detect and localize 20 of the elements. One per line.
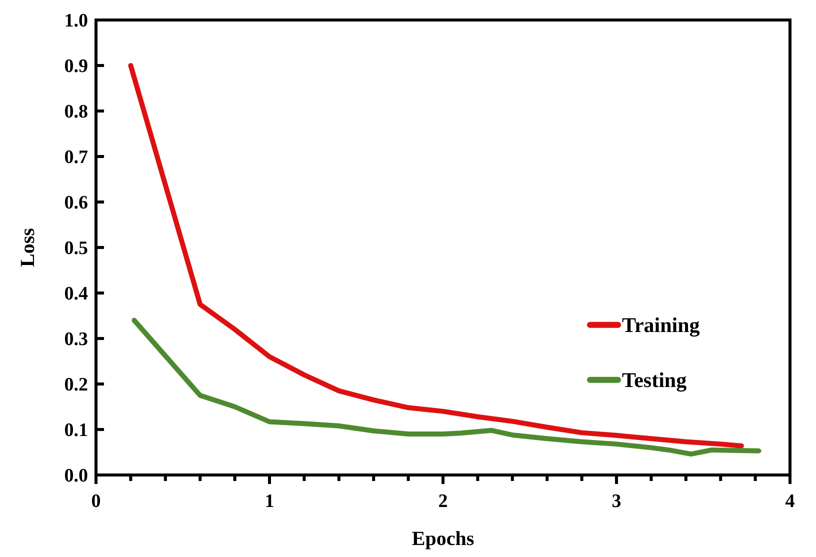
y-tick-label: 0.2 — [64, 374, 88, 396]
y-tick-label: 0.5 — [64, 238, 88, 260]
y-tick-label: 0.6 — [64, 192, 88, 214]
y-tick-label: 0.0 — [64, 466, 88, 487]
legend-label: Training — [622, 313, 700, 338]
x-axis-title: Epochs — [412, 528, 474, 550]
y-tick-label: 0.4 — [64, 284, 88, 305]
y-tick-label: 1.0 — [64, 10, 88, 32]
legend-label: Testing — [622, 368, 688, 392]
x-tick-label: 1 — [264, 491, 274, 512]
y-tick-label: 0.7 — [64, 147, 88, 168]
y-tick-label: 0.3 — [64, 329, 88, 350]
x-tick-label: 3 — [612, 491, 622, 512]
x-tick-label: 0 — [91, 491, 101, 512]
y-tick-label: 0.9 — [64, 56, 88, 78]
x-tick-label: 2 — [438, 491, 448, 512]
y-axis-title: Loss — [17, 228, 39, 267]
y-tick-label: 0.8 — [64, 102, 88, 123]
x-tick-label: 4 — [785, 491, 796, 512]
y-tick-label: 0.1 — [64, 420, 88, 442]
